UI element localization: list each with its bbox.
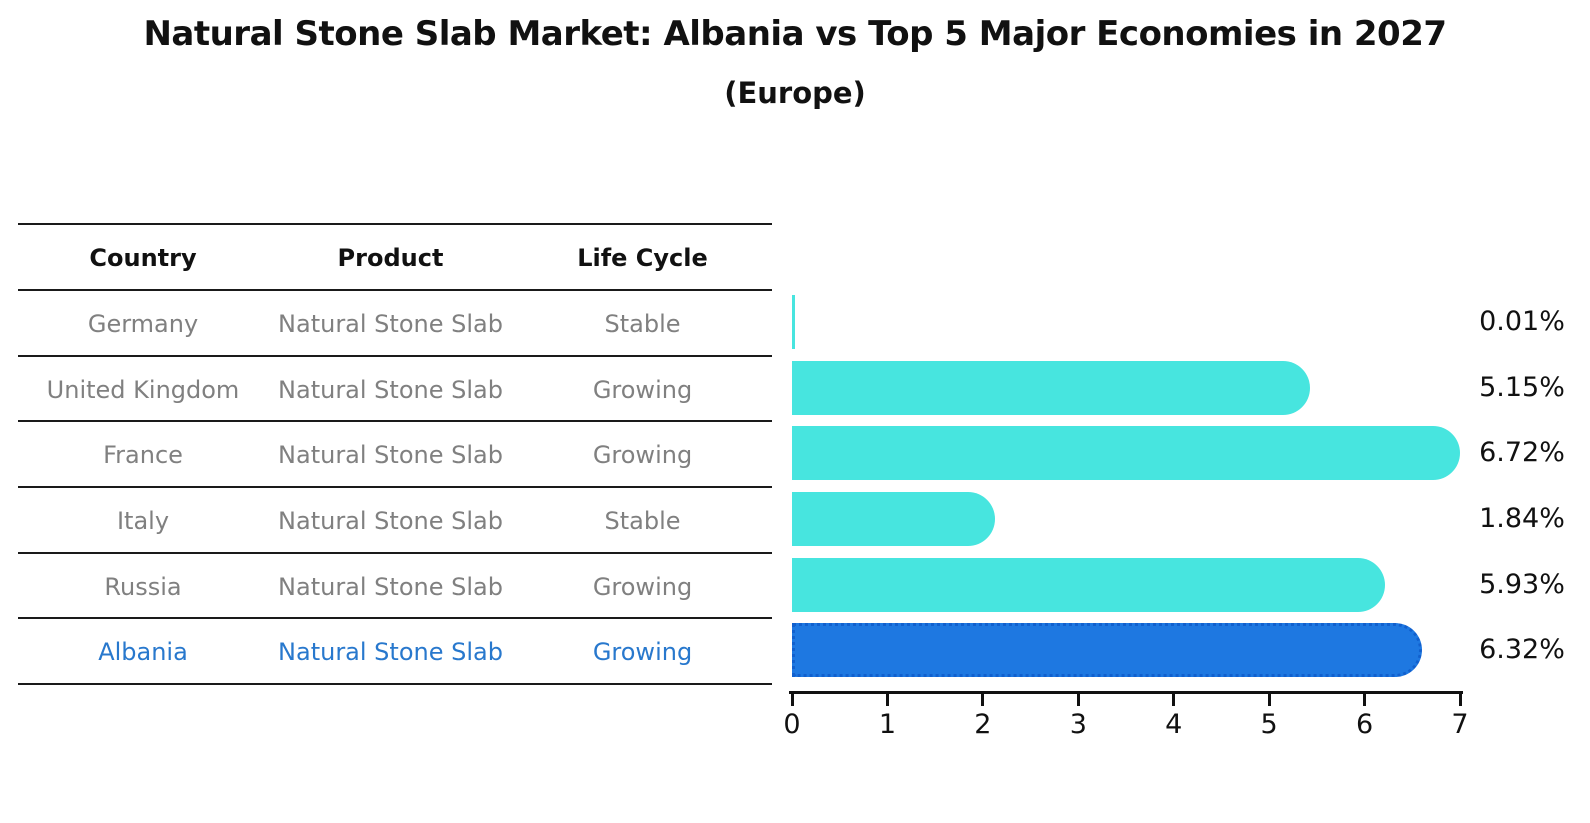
bar-albania <box>792 623 1423 677</box>
cell-life-cycle: Growing <box>592 572 693 601</box>
table-row-france: France Natural Stone Slab Growing <box>18 420 772 488</box>
cell-country: Italy <box>116 507 170 535</box>
table-row-russia: Russia Natural Stone Slab Growing <box>18 552 772 619</box>
value-label-united-kingdom: 5.15% <box>1479 371 1565 403</box>
cell-country: France <box>103 441 183 469</box>
x-tick-label-1: 1 <box>878 709 897 740</box>
x-tick-label-0: 0 <box>783 709 801 740</box>
x-axis-spine <box>789 691 1463 694</box>
cell-product: Natural Stone Slab <box>278 572 503 601</box>
cell-life-cycle: Growing <box>592 441 693 469</box>
cell-product: Natural Stone Slab <box>278 638 503 666</box>
cell-product: Natural Stone Slab <box>278 441 503 469</box>
chart-subtitle: (Europe) <box>724 76 866 110</box>
x-tick-label-2: 2 <box>974 709 992 740</box>
cell-life-cycle: Stable <box>604 310 681 338</box>
cell-country: Russia <box>104 572 182 601</box>
x-tick-4 <box>1172 694 1176 706</box>
cell-country: Albania <box>98 638 188 666</box>
cell-life-cycle: Growing <box>592 375 693 404</box>
cell-life-cycle: Stable <box>604 507 681 535</box>
cell-product: Natural Stone Slab <box>278 507 503 535</box>
cell-product: Natural Stone Slab <box>278 310 503 338</box>
table-header-row: Country Product Life Cycle <box>18 223 772 291</box>
cell-country: Germany <box>87 310 199 338</box>
cell-life-cycle: Growing <box>592 638 693 666</box>
x-tick-2 <box>981 694 985 706</box>
x-tick-5 <box>1267 694 1271 706</box>
x-tick-label-6: 6 <box>1355 709 1374 740</box>
value-label-italy: 1.84% <box>1479 503 1565 534</box>
bar-italy <box>792 492 995 546</box>
x-tick-label-5: 5 <box>1260 709 1278 740</box>
table-row-germany: Germany Natural Stone Slab Stable <box>18 289 772 357</box>
x-tick-label-4: 4 <box>1165 709 1183 740</box>
bar-russia <box>792 557 1385 612</box>
x-tick-label-3: 3 <box>1069 709 1087 740</box>
bar-united-kingdom <box>792 360 1311 415</box>
x-tick-1 <box>885 694 889 706</box>
value-label-germany: 0.01% <box>1479 306 1565 337</box>
x-tick-3 <box>1076 694 1080 706</box>
value-label-albania: 6.32% <box>1479 634 1565 665</box>
header-cell-country: Country <box>89 244 197 272</box>
cell-product: Natural Stone Slab <box>278 375 503 404</box>
table-row-united-kingdom: United Kingdom Natural Stone Slab Growing <box>18 355 772 422</box>
table-row-italy: Italy Natural Stone Slab Stable <box>18 486 772 554</box>
value-label-russia: 5.93% <box>1479 568 1565 600</box>
cell-country: United Kingdom <box>46 375 240 404</box>
bar-germany <box>792 295 795 349</box>
bar-france <box>792 426 1461 480</box>
x-tick-6 <box>1363 694 1367 706</box>
x-tick-0 <box>790 694 794 706</box>
x-tick-label-7: 7 <box>1451 709 1469 740</box>
value-label-france: 6.72% <box>1479 437 1565 468</box>
table-bottom-rule <box>18 683 772 685</box>
header-cell-life-cycle: Life Cycle <box>577 244 708 272</box>
x-tick-7 <box>1458 694 1462 706</box>
table-row-albania: Albania Natural Stone Slab Growing <box>18 617 772 685</box>
header-cell-product: Product <box>337 244 444 272</box>
chart-title: Natural Stone Slab Market: Albania vs To… <box>143 14 1447 54</box>
